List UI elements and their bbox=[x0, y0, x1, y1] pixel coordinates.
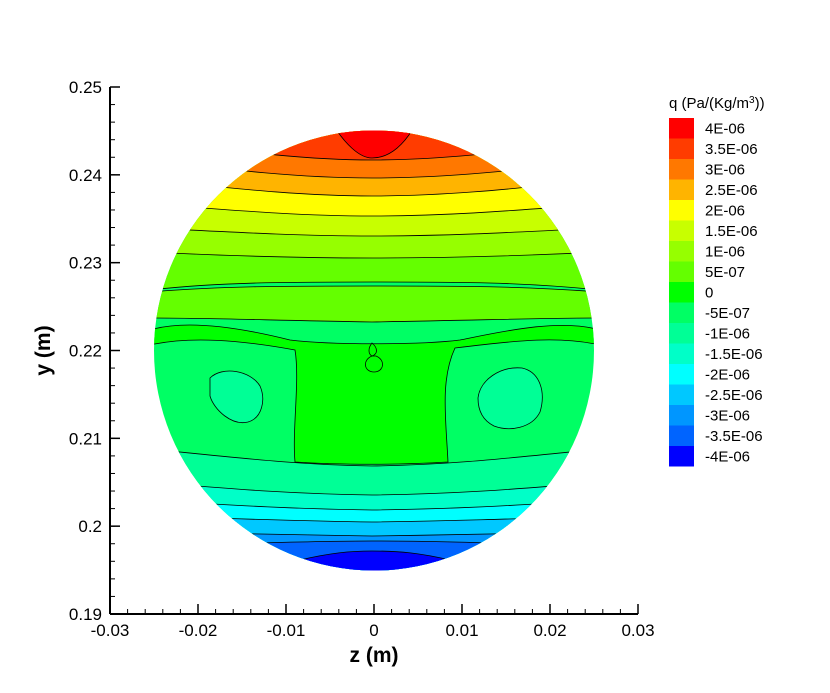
contour-band bbox=[209, 370, 264, 424]
colorbar-label: -1E-06 bbox=[705, 326, 750, 343]
colorbar-label: -4E-06 bbox=[705, 449, 750, 466]
axes: -0.03 -0.02 -0.01 0 0.01 0.02 0.03 0.19 0.2 0.21 0… bbox=[32, 78, 655, 667]
contour-band bbox=[477, 367, 543, 429]
colorbar-swatch bbox=[669, 159, 694, 180]
colorbar-swatch bbox=[669, 405, 694, 426]
colorbar-label: -3.5E-06 bbox=[705, 428, 763, 445]
y-tick-label: 0.2 bbox=[78, 517, 102, 536]
colorbar-label: -2.5E-06 bbox=[705, 387, 763, 404]
colorbar-swatch bbox=[669, 138, 694, 159]
y-tick-label: 0.25 bbox=[69, 78, 102, 97]
x-tick-label: 0.01 bbox=[445, 621, 478, 640]
colorbar-label: -1.5E-06 bbox=[705, 346, 763, 363]
colorbar-swatch bbox=[669, 241, 694, 262]
colorbar-label: 3E-06 bbox=[705, 162, 745, 179]
contour-line bbox=[365, 355, 383, 373]
y-axis-title: y (m) bbox=[32, 325, 55, 375]
x-tick-label: -0.01 bbox=[267, 621, 306, 640]
contour-field bbox=[154, 130, 594, 571]
y-tick-label: 0.19 bbox=[69, 605, 102, 624]
contour-band bbox=[154, 324, 594, 465]
y-tick-label: 0.24 bbox=[69, 166, 102, 185]
colorbar-label: 0 bbox=[705, 285, 713, 302]
x-tick-label: 0.03 bbox=[621, 621, 654, 640]
colorbar-label: 4E-06 bbox=[705, 121, 745, 138]
colorbar-swatch bbox=[669, 343, 694, 364]
colorbar-swatch bbox=[669, 282, 694, 303]
colorbar-title-superscript: 3 bbox=[749, 95, 755, 106]
colorbar-title-end: )) bbox=[755, 95, 765, 112]
x-tick-label: -0.03 bbox=[91, 621, 130, 640]
colorbar-label: -3E-06 bbox=[705, 408, 750, 425]
colorbar-label: 5E-07 bbox=[705, 264, 745, 281]
y-tick-label: 0.23 bbox=[69, 254, 102, 273]
y-tick-label: 0.21 bbox=[69, 429, 102, 448]
x-tick-label: 0.02 bbox=[533, 621, 566, 640]
colorbar-label: 1.5E-06 bbox=[705, 223, 758, 240]
x-axis-title: z (m) bbox=[350, 644, 399, 667]
colorbar-label: 3.5E-06 bbox=[705, 141, 758, 158]
colorbar-swatch bbox=[669, 261, 694, 282]
colorbar-swatch bbox=[669, 302, 694, 323]
colorbar-legend: q (Pa/(Kg/m3)) 4E-06 3.5E-06 3E-06 2.5E-06 2E… bbox=[669, 95, 765, 467]
y-tick-label: 0.22 bbox=[69, 342, 102, 361]
colorbar-title: q (Pa/(Kg/m3)) bbox=[669, 95, 765, 113]
colorbar-swatch bbox=[669, 425, 694, 446]
colorbar-swatch bbox=[669, 323, 694, 344]
colorbar-swatch bbox=[669, 446, 694, 467]
colorbar-label: 1E-06 bbox=[705, 244, 745, 261]
colorbar-label: 2E-06 bbox=[705, 203, 745, 220]
colorbar-label: 2.5E-06 bbox=[705, 182, 758, 199]
colorbar-swatch bbox=[669, 200, 694, 221]
colorbar-swatch bbox=[669, 220, 694, 241]
x-tick-label: 0 bbox=[369, 621, 378, 640]
colorbar-swatch bbox=[669, 384, 694, 405]
contour-band bbox=[154, 285, 594, 323]
colorbar-label: -5E-07 bbox=[705, 305, 750, 322]
colorbar-swatch bbox=[669, 118, 694, 139]
colorbar-label: -2E-06 bbox=[705, 367, 750, 384]
colorbar-swatch bbox=[669, 179, 694, 200]
x-tick-label: -0.02 bbox=[179, 621, 218, 640]
colorbar-swatch bbox=[669, 364, 694, 385]
